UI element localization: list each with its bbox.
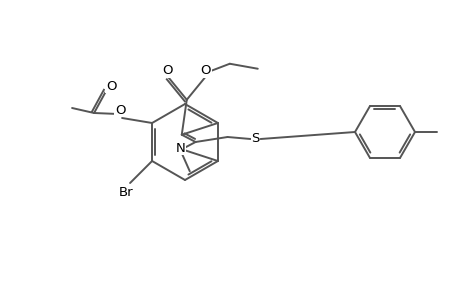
Text: Br: Br [118,187,133,200]
Text: O: O [162,64,173,77]
Text: S: S [251,131,259,145]
Text: N: N [175,142,185,155]
Text: O: O [115,103,125,116]
Text: O: O [200,64,211,77]
Text: O: O [106,80,116,92]
